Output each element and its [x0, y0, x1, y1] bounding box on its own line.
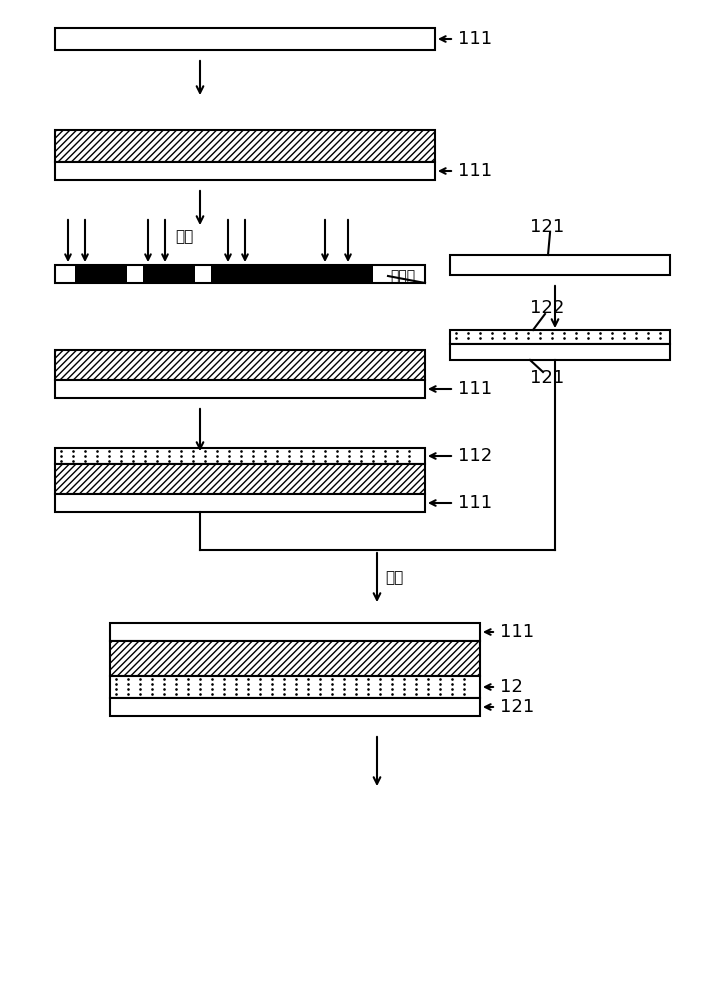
Bar [55, 265, 75, 283]
Text: 111: 111 [458, 30, 492, 48]
Text: 121: 121 [500, 698, 534, 716]
Bar [211, 265, 266, 283]
Bar [55, 162, 435, 180]
Bar [55, 28, 435, 50]
Text: 掩膜板: 掩膜板 [390, 269, 415, 283]
Text: 曝光: 曝光 [175, 230, 193, 244]
Bar [55, 494, 425, 512]
Bar [55, 380, 425, 398]
Bar [450, 344, 670, 360]
Text: 122: 122 [530, 299, 565, 317]
Bar [75, 265, 127, 283]
Text: 黏合: 黏合 [385, 570, 404, 585]
Bar [55, 464, 425, 494]
Text: 112: 112 [458, 447, 492, 465]
Bar [266, 265, 318, 283]
Bar [110, 698, 480, 716]
Text: 111: 111 [458, 162, 492, 180]
Bar [450, 255, 670, 275]
Text: 111: 111 [500, 623, 534, 641]
Text: 111: 111 [458, 380, 492, 398]
Bar [55, 265, 425, 283]
Bar [373, 265, 425, 283]
Bar [55, 350, 425, 380]
Bar [450, 330, 670, 344]
Bar [110, 623, 480, 641]
Bar [318, 265, 373, 283]
Bar [143, 265, 195, 283]
Bar [110, 676, 480, 698]
Bar [55, 448, 425, 464]
Bar [195, 265, 211, 283]
Text: 121: 121 [530, 218, 564, 236]
Text: 111: 111 [458, 494, 492, 512]
Text: 12: 12 [500, 678, 523, 696]
Bar [110, 641, 480, 676]
Text: 121: 121 [530, 369, 564, 387]
Bar [55, 130, 435, 162]
Bar [127, 265, 143, 283]
